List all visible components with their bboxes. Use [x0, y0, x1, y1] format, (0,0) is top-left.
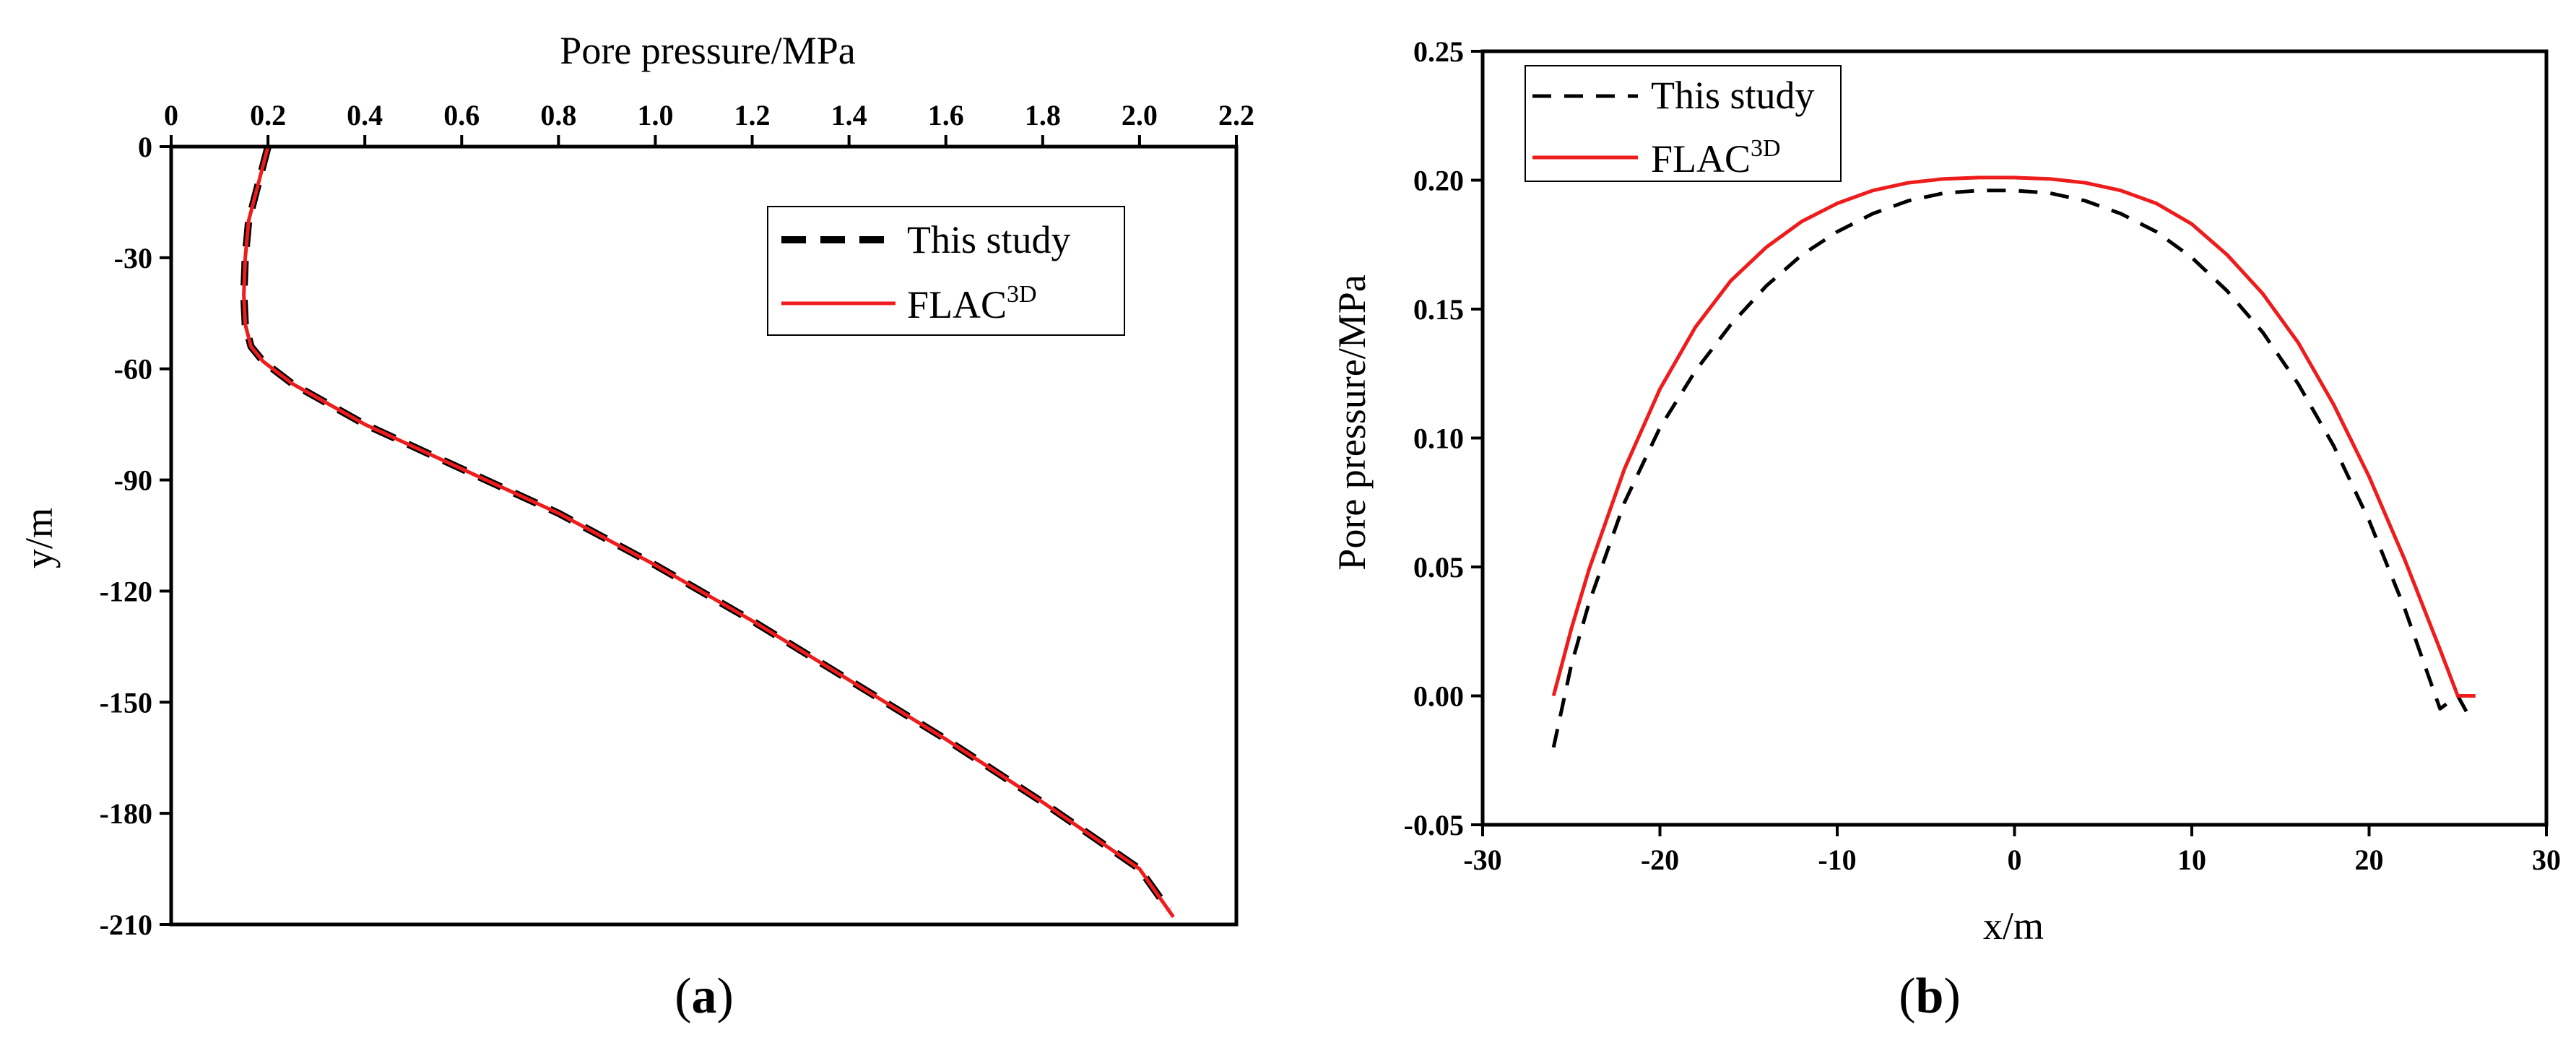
- panel-a-y-ticks: 0 -30 -60 -90 -120 -150 -180 -210: [100, 131, 171, 941]
- panel-a-x-tick-label: 0: [164, 99, 178, 131]
- panel-b-y-tick-label: 0.10: [1413, 422, 1464, 455]
- panel-a-x-tick-label: 1.0: [637, 99, 673, 131]
- panel-a-series-layer: [240, 145, 1175, 919]
- panel-b-series-flac3d: [1551, 176, 2476, 698]
- panel-b-legend-box: [1525, 65, 1842, 182]
- panel-a-y-tick-label: -30: [114, 242, 152, 274]
- panel-a-plot-frame: [169, 144, 1239, 927]
- panel-a-legend: This study FLAC3D: [767, 206, 1125, 336]
- panel-a-legend-label-flac3d: FLAC3D: [907, 281, 1037, 326]
- panel-a: 0 0.2 0.4 0.6 0.8 1.0 1.2 1.4 1.6 1.8 2.0 2.2 0 -30 -…: [17, 29, 1254, 1024]
- panel-a-caption: (a): [675, 968, 734, 1024]
- panel-b-legend: This study FLAC3D: [1525, 65, 1842, 182]
- panel-a-x-tick-label: 1.8: [1025, 99, 1061, 131]
- panel-a-x-tick-label: 0.8: [540, 99, 576, 131]
- panel-b-caption: (b): [1899, 968, 1961, 1024]
- panel-a-x-tick-label: 1.2: [734, 99, 771, 131]
- panel-a-y-tick-label: -150: [100, 686, 152, 719]
- panel-a-legend-box: [767, 206, 1125, 336]
- panel-a-y-tick-label: -90: [114, 464, 152, 497]
- panel-b-y-axis-title: Pore pressure/MPa: [1330, 274, 1374, 570]
- panel-b-x-tick-label: 0: [2008, 844, 2022, 876]
- panel-b-y-tick-label: 0.25: [1413, 35, 1464, 68]
- panel-b-x-tick-label: 10: [2177, 844, 2206, 876]
- panel-b-x-tick-label: -30: [1463, 844, 1501, 876]
- panel-b-caption-letter: b: [1916, 968, 1944, 1024]
- panel-b-x-tick-label: 30: [2532, 844, 2561, 876]
- panel-b-x-tick-label: 20: [2355, 844, 2384, 876]
- panel-a-x-tick-label: 0.6: [443, 99, 480, 131]
- panel-a-x-axis-title: Pore pressure/MPa: [560, 29, 855, 72]
- panel-b: -30 -20 -10 0 10 20 30 -0.05 0.00 0.05 0.10 0.15 0.…: [1330, 35, 2561, 1024]
- panel-b-x-tick-label: -10: [1818, 844, 1856, 876]
- panel-b-y-tick-label: -0.05: [1404, 809, 1464, 841]
- panel-b-y-tick-label: 0.00: [1413, 680, 1464, 713]
- panel-b-legend-label-flac3d-main: FLAC: [1651, 137, 1751, 181]
- panel-a-y-tick-label: -60: [114, 353, 152, 386]
- panel-b-series-this-study: [1551, 188, 2474, 748]
- panel-b-legend-label-this-study: This study: [1651, 74, 1815, 117]
- panel-a-legend-label-flac3d-main: FLAC: [907, 283, 1007, 326]
- panel-a-legend-label-this-study: This study: [907, 218, 1071, 261]
- panel-a-x-tick-label: 2.0: [1122, 99, 1158, 131]
- panel-a-y-tick-label: -180: [100, 797, 152, 830]
- panel-a-legend-label-flac3d-sup: 3D: [1007, 281, 1037, 308]
- panel-a-y-tick-label: -120: [100, 575, 152, 607]
- panel-a-x-tick-label: 2.2: [1218, 99, 1254, 131]
- panel-a-y-tick-label: -210: [100, 909, 152, 941]
- panel-a-x-tick-label: 1.4: [831, 99, 867, 131]
- panel-b-legend-label-flac3d-sup: 3D: [1751, 135, 1781, 162]
- panel-a-y-tick-label: 0: [138, 131, 152, 163]
- panel-a-x-ticks: 0 0.2 0.4 0.6 0.8 1.0 1.2 1.4 1.6 1.8 2.0 2.2: [164, 99, 1254, 147]
- panel-a-x-tick-label: 1.6: [928, 99, 964, 131]
- panel-b-y-tick-label: 0.20: [1413, 165, 1464, 197]
- panel-a-y-axis-title: y/m: [17, 508, 61, 568]
- panel-b-x-tick-label: -20: [1641, 844, 1679, 876]
- panel-b-legend-label-flac3d: FLAC3D: [1651, 135, 1781, 181]
- panel-a-series-flac3d: [242, 146, 1175, 919]
- panel-b-x-axis-title: x/m: [1983, 904, 2044, 948]
- panel-a-caption-letter: a: [692, 968, 717, 1024]
- panel-b-y-ticks: -0.05 0.00 0.05 0.10 0.15 0.20 0.25: [1404, 35, 1483, 841]
- panel-a-x-tick-label: 0.4: [347, 99, 383, 131]
- panel-b-series-layer: [1551, 176, 2476, 748]
- panel-b-y-tick-label: 0.05: [1413, 551, 1464, 584]
- panel-a-x-tick-label: 0.2: [250, 99, 286, 131]
- panel-b-x-ticks: -30 -20 -10 0 10 20 30: [1463, 825, 2561, 876]
- panel-b-y-tick-label: 0.15: [1413, 293, 1464, 326]
